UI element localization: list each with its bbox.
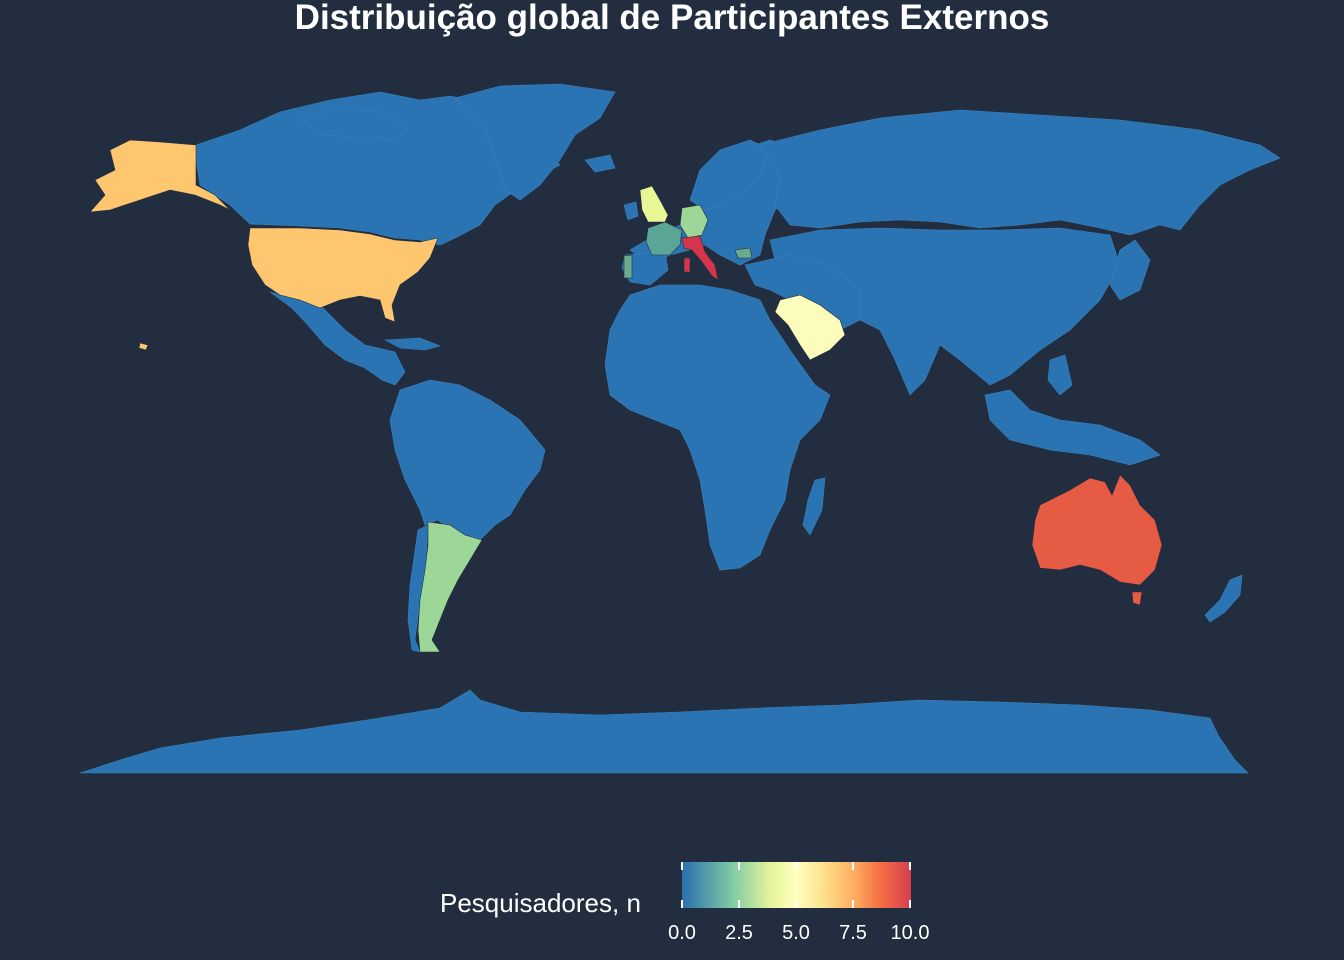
region-italy <box>681 235 719 281</box>
region-greenland <box>454 83 616 201</box>
region-hawaii <box>138 342 149 351</box>
region-chile <box>407 524 429 653</box>
region-south-america <box>389 379 546 546</box>
region-arctic-islands <box>299 107 411 141</box>
region-madagascar <box>802 477 826 536</box>
region-scandinavia <box>689 139 771 211</box>
region-alaska <box>89 139 231 213</box>
region-australia <box>1031 474 1163 586</box>
region-russia <box>759 109 1281 236</box>
region-mexico-central-america <box>269 291 406 386</box>
region-new-zealand <box>1204 574 1243 623</box>
region-argentina <box>417 521 483 653</box>
region-africa <box>604 284 831 571</box>
region-tasmania <box>1131 591 1143 606</box>
region-usa <box>247 227 439 323</box>
region-sardinia <box>683 257 691 273</box>
region-japan <box>1109 239 1151 301</box>
region-uk <box>639 185 669 223</box>
region-germany <box>679 204 709 239</box>
region-france <box>645 221 683 256</box>
region-ireland <box>623 201 639 221</box>
region-saudi-arabia <box>774 294 846 361</box>
map-title: Distribuição global de Participantes Ext… <box>294 0 1050 37</box>
region-iceland <box>584 154 616 173</box>
region-antarctica <box>79 689 1249 774</box>
region-caribbean <box>383 337 441 351</box>
region-philippines <box>1047 354 1073 396</box>
region-bulgaria <box>734 247 753 259</box>
region-southeast-asia <box>984 389 1161 466</box>
region-portugal <box>623 254 633 279</box>
